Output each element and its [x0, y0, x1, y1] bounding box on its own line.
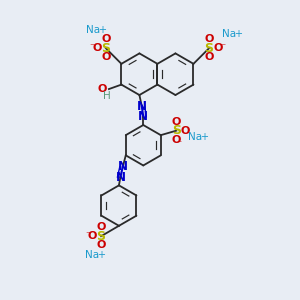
- Text: Na: Na: [222, 29, 236, 39]
- Text: O: O: [96, 240, 106, 250]
- Text: S: S: [204, 42, 213, 55]
- Text: O: O: [213, 44, 223, 53]
- Text: O: O: [101, 52, 111, 62]
- Text: N: N: [116, 170, 125, 184]
- Text: Na: Na: [85, 25, 100, 35]
- Text: O: O: [204, 34, 214, 44]
- Text: O: O: [96, 222, 106, 232]
- Text: ⁻: ⁻: [85, 230, 90, 240]
- Text: ⁻: ⁻: [176, 140, 181, 149]
- Text: Na: Na: [85, 250, 99, 260]
- Text: O: O: [204, 52, 214, 62]
- Text: S: S: [97, 230, 106, 243]
- Text: +: +: [98, 25, 106, 35]
- Text: O: O: [97, 84, 106, 94]
- Text: O: O: [92, 44, 102, 53]
- Text: O: O: [88, 231, 97, 241]
- Text: N: N: [118, 160, 128, 173]
- Text: O: O: [181, 126, 190, 136]
- Text: N: N: [137, 100, 147, 113]
- Text: +: +: [234, 29, 242, 39]
- Text: N: N: [138, 110, 148, 123]
- Text: Na: Na: [188, 132, 203, 142]
- Text: O: O: [172, 117, 181, 127]
- Text: +: +: [200, 132, 208, 142]
- Text: ⁻: ⁻: [220, 42, 225, 52]
- Text: H: H: [103, 91, 110, 100]
- Text: S: S: [101, 42, 110, 55]
- Text: ⁻: ⁻: [90, 42, 95, 52]
- Text: O: O: [172, 135, 181, 145]
- Text: O: O: [101, 34, 111, 44]
- Text: S: S: [172, 124, 181, 137]
- Text: +: +: [97, 250, 105, 260]
